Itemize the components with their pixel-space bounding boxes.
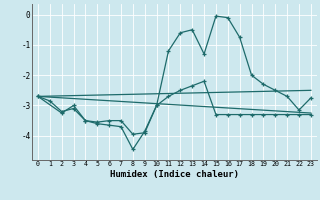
X-axis label: Humidex (Indice chaleur): Humidex (Indice chaleur) [110, 170, 239, 179]
